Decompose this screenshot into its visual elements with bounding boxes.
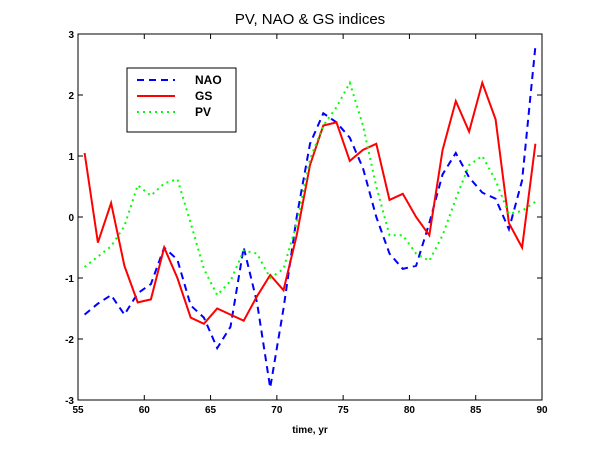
legend-label-nao: NAO bbox=[195, 73, 222, 87]
legend-label-pv: PV bbox=[195, 105, 211, 119]
x-tick-label: 75 bbox=[338, 405, 350, 416]
x-tick-label: 80 bbox=[404, 405, 416, 416]
y-tick-label: -2 bbox=[65, 335, 74, 346]
x-tick-label: 70 bbox=[271, 405, 283, 416]
x-tick-label: 60 bbox=[139, 405, 151, 416]
legend: NAO GS PV bbox=[126, 67, 237, 133]
y-axis: -3 -2 -1 0 1 2 3 bbox=[65, 30, 542, 407]
legend-box bbox=[126, 67, 237, 133]
series-line-pv bbox=[83, 80, 536, 297]
legend-label-gs: GS bbox=[195, 89, 212, 103]
x-tick-label: 55 bbox=[72, 405, 84, 416]
series-layer bbox=[83, 46, 537, 388]
y-tick-label: -1 bbox=[65, 274, 74, 285]
y-tick-label: 2 bbox=[68, 91, 74, 102]
chart-title: PV, NAO & GS indices bbox=[235, 11, 385, 28]
y-tick-label: 0 bbox=[68, 213, 74, 224]
series-line-gs bbox=[83, 79, 537, 326]
x-axis: 55 60 65 70 75 80 85 90 bbox=[72, 34, 548, 416]
x-tick-label: 65 bbox=[205, 405, 217, 416]
x-tick-label: 85 bbox=[470, 405, 482, 416]
y-tick-label: 3 bbox=[68, 30, 74, 41]
y-tick-label: -3 bbox=[65, 396, 74, 407]
x-axis-label: time, yr bbox=[292, 425, 328, 436]
x-tick-label: 90 bbox=[536, 405, 548, 416]
y-tick-label: 1 bbox=[68, 152, 74, 163]
